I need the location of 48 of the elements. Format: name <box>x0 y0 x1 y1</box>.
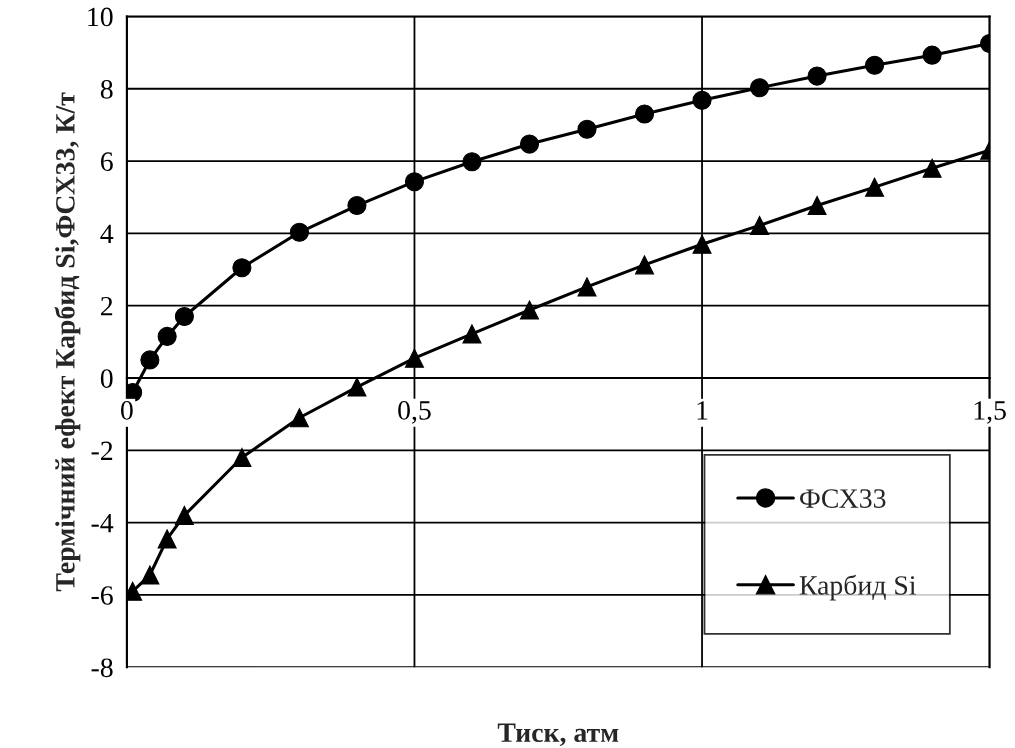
point <box>865 177 885 197</box>
y-axis-title: Термічний ефект Карбид Si,ФСХ33, К/т <box>54 92 81 592</box>
y-tick-label: 4 <box>100 224 114 244</box>
x-tick-label: 0,5 <box>398 401 431 424</box>
point <box>289 222 309 242</box>
y-tick-label: -6 <box>91 586 113 605</box>
point <box>157 529 177 549</box>
point <box>140 350 160 370</box>
y-tick-label: 2 <box>101 296 113 316</box>
point <box>404 172 425 192</box>
legend-label: ФСХ33 <box>800 489 886 508</box>
point <box>232 447 252 468</box>
point <box>462 324 482 344</box>
point <box>922 45 942 65</box>
x-axis-title: Тиск, атм <box>497 723 619 747</box>
point <box>577 277 597 297</box>
y-tick-label: 0 <box>100 369 113 388</box>
point <box>232 258 252 278</box>
point <box>807 66 827 86</box>
point <box>807 195 827 216</box>
point <box>347 195 367 216</box>
x-tick-label: 1,5 <box>974 401 1006 424</box>
y-tick-label: 8 <box>100 79 113 99</box>
point <box>404 348 425 368</box>
point <box>347 377 367 397</box>
y-tick-label: 10 <box>88 7 113 27</box>
point <box>634 255 655 275</box>
point <box>634 104 655 124</box>
y-tick-label: 6 <box>100 152 113 171</box>
point <box>922 158 942 178</box>
point <box>750 215 770 235</box>
point <box>577 119 597 139</box>
point <box>174 306 194 327</box>
point <box>519 300 540 320</box>
y-tick-label: -4 <box>91 513 114 533</box>
point <box>519 134 540 154</box>
point <box>174 505 194 525</box>
x-tick-label: 0 <box>120 401 133 420</box>
point <box>750 78 770 98</box>
y-tick-label: -8 <box>91 658 113 678</box>
point <box>157 326 177 346</box>
point <box>865 55 885 75</box>
point <box>140 565 160 585</box>
x-tick-label: 1 <box>697 401 708 420</box>
legend-label: Карбид Si <box>799 574 916 601</box>
point <box>289 408 309 428</box>
point <box>462 152 482 172</box>
y-tick-label: -2 <box>91 441 113 460</box>
